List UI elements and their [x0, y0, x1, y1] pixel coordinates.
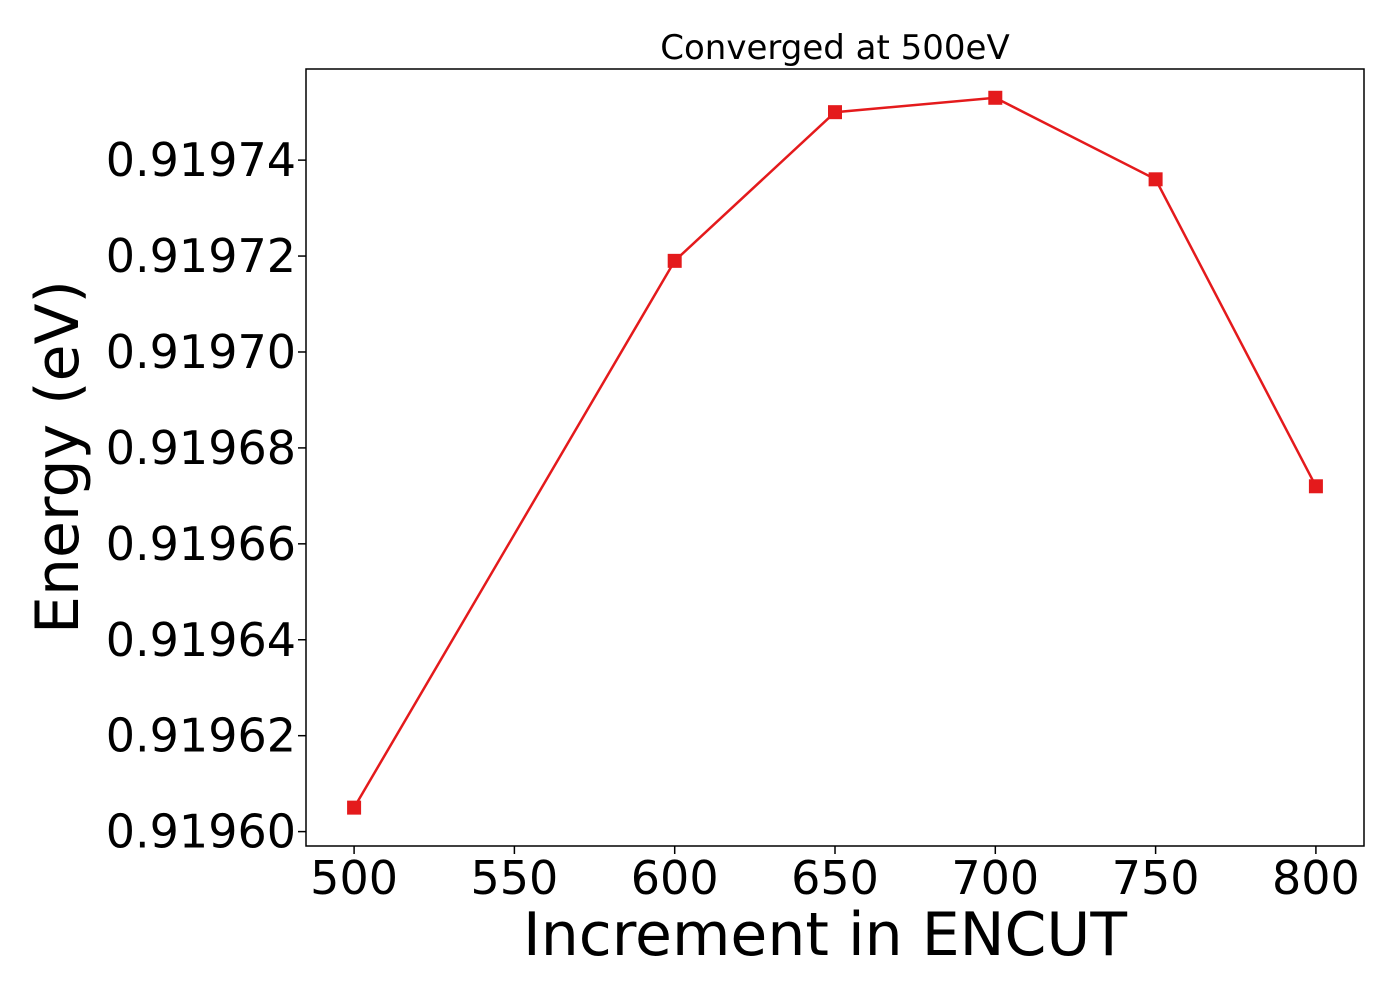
x-axis: 500 550 600 650 700 750 800	[310, 846, 1360, 905]
y-tick-label: 0.91966	[106, 517, 296, 571]
y-tick-label: 0.91964	[106, 613, 296, 667]
x-tick-label: 550	[470, 851, 558, 905]
y-tick-label: 0.91962	[106, 709, 296, 763]
data-point	[1148, 172, 1163, 187]
y-tick-label: 0.91974	[106, 133, 296, 187]
y-tick-label: 0.91960	[106, 805, 296, 859]
x-tick-label: 800	[1272, 851, 1360, 905]
x-tick-label: 700	[951, 851, 1039, 905]
chart-title: Converged at 500eV	[660, 28, 1009, 68]
y-tick-label: 0.91972	[106, 229, 296, 283]
y-axis-title: Energy (eV)	[23, 280, 93, 634]
x-axis-title: Increment in ENCUT	[523, 900, 1127, 970]
data-point	[1308, 479, 1323, 494]
plot-area	[305, 68, 1365, 847]
y-axis: 0.91960 0.91962 0.91964 0.91966 0.91968 0.919…	[106, 133, 306, 859]
data-point	[347, 800, 362, 815]
data-point	[828, 105, 842, 120]
data-point	[667, 253, 682, 268]
data-point	[988, 90, 1003, 105]
x-tick-label: 500	[310, 851, 398, 905]
x-tick-label: 600	[631, 851, 719, 905]
y-tick-label: 0.91970	[106, 325, 296, 379]
y-tick-label: 0.91968	[106, 421, 296, 475]
x-tick-label: 650	[791, 851, 879, 905]
series-line	[353, 96, 1318, 809]
series-layer	[347, 90, 1323, 815]
x-tick-label: 750	[1112, 851, 1200, 905]
